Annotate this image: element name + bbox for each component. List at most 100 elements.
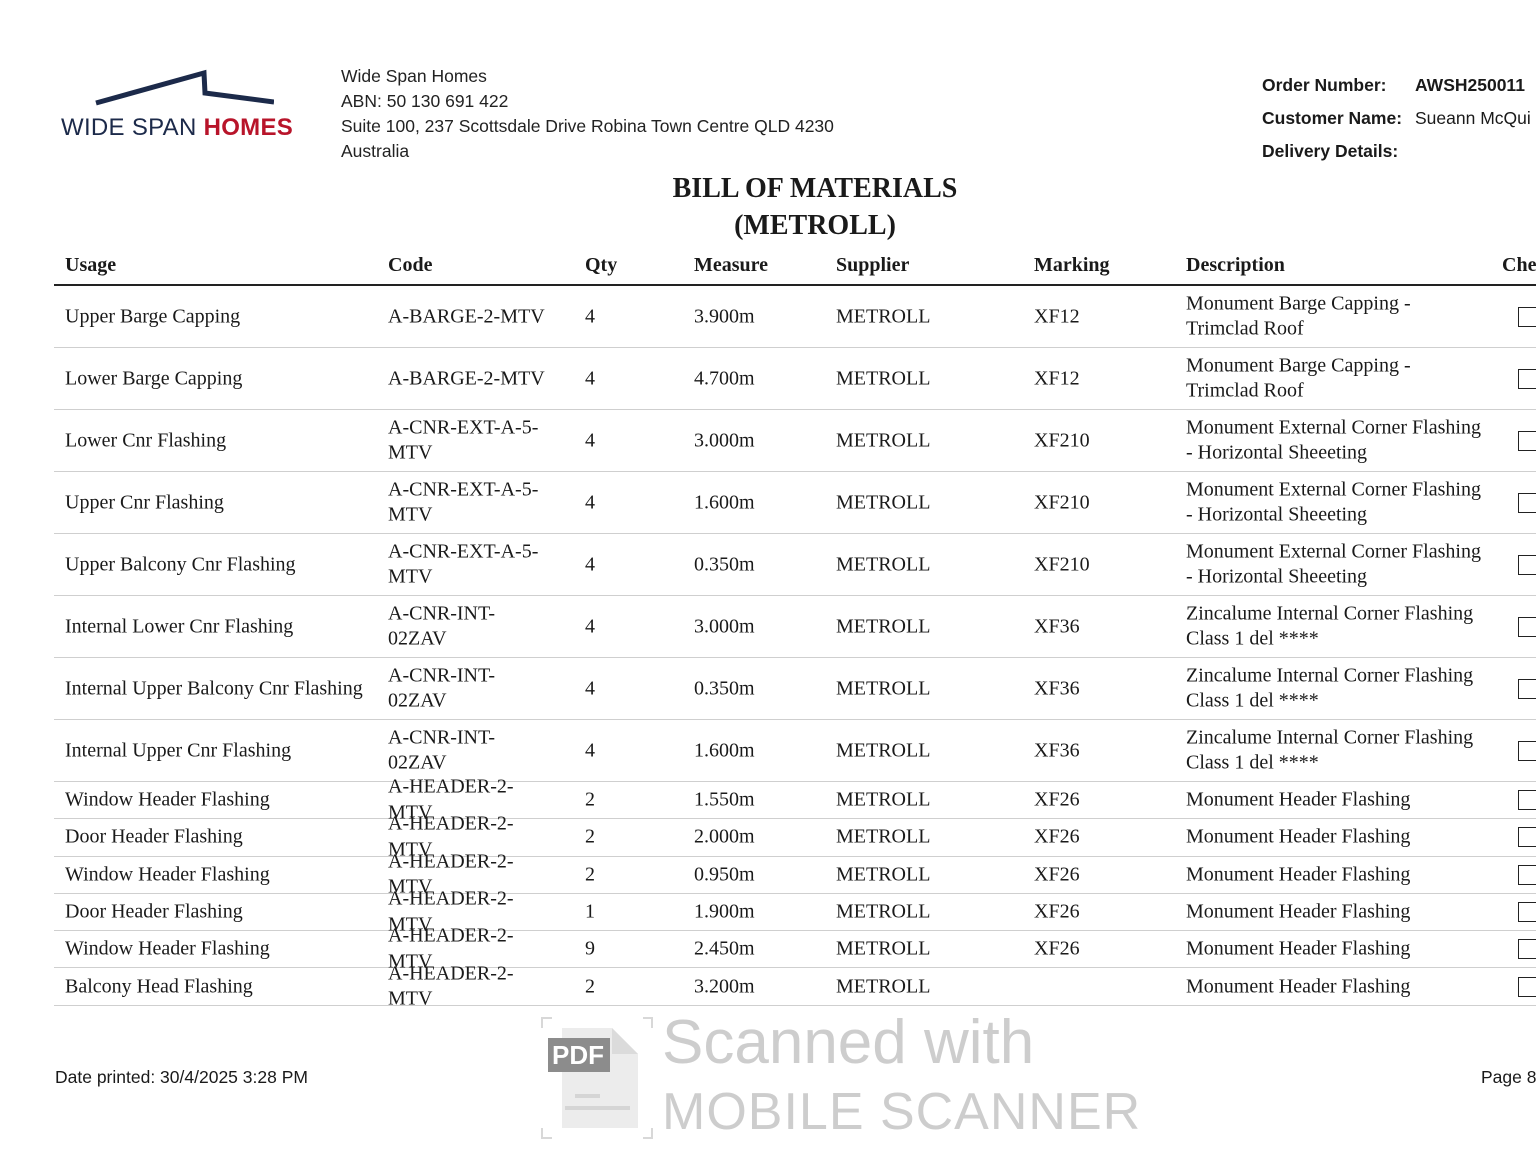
check-checkbox[interactable] bbox=[1518, 740, 1536, 761]
check-checkbox[interactable] bbox=[1518, 902, 1536, 923]
column-header-usage: Usage bbox=[65, 254, 117, 276]
pdf-file-icon: PDF bbox=[541, 1017, 653, 1139]
cell-code: A-HEADER-2-MTV bbox=[388, 887, 514, 936]
cell-code: A-HEADER-2-MTV bbox=[388, 924, 514, 973]
check-checkbox[interactable] bbox=[1518, 616, 1536, 637]
cell-qty: 4 bbox=[585, 490, 595, 513]
table-row: Door Header Flashing A-HEADER-2-MTV 2 2.000… bbox=[54, 813, 1536, 860]
cell-usage: Upper Barge Capping bbox=[65, 304, 241, 327]
scanner-watermark: PDF Scanned with MOBILE SCANNER bbox=[540, 1010, 1142, 1148]
table-row: Upper Balcony Cnr Flashing A-CNR-EXT-A-5-… bbox=[54, 534, 1536, 596]
table-row: Window Header Flashing A-HEADER-2-MTV 2 1.5… bbox=[54, 776, 1536, 823]
cell-measure: 3.900m bbox=[694, 304, 755, 327]
cell-marking: XF210 bbox=[1034, 552, 1090, 575]
cell-marking: XF210 bbox=[1034, 428, 1090, 451]
title-line-2: (METROLL) bbox=[734, 210, 896, 241]
cell-marking: XF26 bbox=[1034, 862, 1080, 885]
cell-supplier: METROLL bbox=[836, 937, 931, 960]
column-header-measure: Measure bbox=[694, 254, 769, 276]
cell-code: A-CNR-INT-02ZAV bbox=[388, 726, 496, 774]
cell-code: A-CNR-EXT-A-5-MTV bbox=[388, 540, 539, 588]
watermark-line-2: MOBILE SCANNER bbox=[662, 1083, 1142, 1141]
cell-usage: Door Header Flashing bbox=[65, 825, 243, 848]
cell-description: Zincalume Internal Corner Flashing Class… bbox=[1186, 664, 1474, 712]
delivery-details-label: Delivery Details: bbox=[1262, 141, 1399, 161]
cell-code: A-CNR-EXT-A-5-MTV bbox=[388, 416, 539, 464]
cell-description: Monument Header Flashing bbox=[1186, 862, 1411, 885]
check-checkbox[interactable] bbox=[1518, 790, 1536, 811]
cell-qty: 9 bbox=[585, 937, 595, 960]
cell-qty: 4 bbox=[585, 676, 595, 699]
company-country: Australia bbox=[341, 141, 410, 161]
logo-text-light: WIDE SPAN bbox=[61, 114, 204, 141]
check-checkbox[interactable] bbox=[1518, 492, 1536, 513]
check-checkbox[interactable] bbox=[1518, 939, 1536, 960]
check-checkbox[interactable] bbox=[1518, 976, 1536, 997]
column-header-description: Description bbox=[1186, 254, 1285, 276]
cell-code: A-HEADER-2-MTV bbox=[388, 775, 514, 824]
cell-usage: Balcony Head Flashing bbox=[65, 974, 253, 997]
cell-qty: 4 bbox=[585, 552, 595, 575]
cell-supplier: METROLL bbox=[836, 304, 931, 327]
cell-usage: Upper Cnr Flashing bbox=[65, 490, 224, 513]
company-details: Wide Span Homes ABN: 50 130 691 422 Suit… bbox=[341, 64, 834, 164]
cell-usage: Window Header Flashing bbox=[65, 788, 270, 811]
check-checkbox[interactable] bbox=[1518, 678, 1536, 699]
cell-supplier: METROLL bbox=[836, 676, 931, 699]
cell-qty: 2 bbox=[585, 974, 595, 997]
cell-measure: 0.950m bbox=[694, 862, 755, 885]
cell-marking: XF36 bbox=[1034, 614, 1080, 637]
column-header-marking: Marking bbox=[1034, 254, 1110, 276]
date-printed: Date printed: 30/4/2025 3:28 PM bbox=[55, 1067, 308, 1087]
column-header-che: Che bbox=[1502, 254, 1536, 276]
cell-description: Monument Barge Capping - Trimclad Roof bbox=[1186, 292, 1411, 340]
check-checkbox[interactable] bbox=[1518, 864, 1536, 885]
cell-measure: 1.600m bbox=[694, 738, 755, 761]
roof-icon bbox=[95, 69, 274, 106]
cell-code: A-HEADER-2-MTV bbox=[388, 812, 514, 861]
check-checkbox[interactable] bbox=[1518, 430, 1536, 451]
cell-description: Monument Barge Capping - Trimclad Roof bbox=[1186, 354, 1411, 402]
cell-code: A-CNR-INT-02ZAV bbox=[388, 602, 496, 650]
cell-marking: XF26 bbox=[1034, 788, 1080, 811]
check-checkbox[interactable] bbox=[1518, 306, 1536, 327]
table-row: Window Header Flashing A-HEADER-2-MTV 9 2.4… bbox=[54, 925, 1536, 972]
cell-description: Zincalume Internal Corner Flashing Class… bbox=[1186, 602, 1474, 650]
cell-usage: Internal Upper Cnr Flashing bbox=[65, 738, 292, 761]
cell-description: Monument Header Flashing bbox=[1186, 937, 1411, 960]
title-line-1: BILL OF MATERIALS bbox=[672, 173, 958, 204]
check-checkbox[interactable] bbox=[1518, 554, 1536, 575]
table-row: Internal Upper Balcony Cnr Flashing A-CNR… bbox=[54, 658, 1536, 720]
cell-qty: 2 bbox=[585, 788, 595, 811]
cell-supplier: METROLL bbox=[836, 738, 931, 761]
cell-qty: 4 bbox=[585, 738, 595, 761]
cell-supplier: METROLL bbox=[836, 428, 931, 451]
cell-description: Zincalume Internal Corner Flashing Class… bbox=[1186, 726, 1474, 774]
cell-supplier: METROLL bbox=[836, 490, 931, 513]
cell-supplier: METROLL bbox=[836, 366, 931, 389]
check-checkbox[interactable] bbox=[1518, 368, 1536, 389]
company-abn: ABN: 50 130 691 422 bbox=[341, 91, 509, 111]
cell-usage: Window Header Flashing bbox=[65, 937, 270, 960]
column-header-supplier: Supplier bbox=[836, 254, 910, 276]
table-row: Upper Barge Capping A-BARGE-2-MTV 4 3.900m M… bbox=[54, 286, 1536, 348]
cell-measure: 1.900m bbox=[694, 900, 755, 923]
cell-usage: Internal Upper Balcony Cnr Flashing bbox=[65, 676, 363, 699]
cell-description: Monument Header Flashing bbox=[1186, 974, 1411, 997]
cell-measure: 0.350m bbox=[694, 552, 755, 575]
cell-supplier: METROLL bbox=[836, 974, 931, 997]
cell-code: A-HEADER-2-MTV bbox=[388, 850, 514, 898]
cell-usage: Upper Balcony Cnr Flashing bbox=[65, 552, 296, 575]
cell-supplier: METROLL bbox=[836, 788, 931, 811]
order-info: Order Number: AWSH250011 Customer Name: Su… bbox=[1262, 69, 1531, 168]
cell-description: Monument Header Flashing bbox=[1186, 788, 1411, 811]
cell-marking: XF36 bbox=[1034, 676, 1080, 699]
cell-qty: 4 bbox=[585, 614, 595, 637]
cell-supplier: METROLL bbox=[836, 900, 931, 923]
cell-marking: XF26 bbox=[1034, 825, 1080, 848]
cell-measure: 3.200m bbox=[694, 974, 755, 997]
cell-measure: 4.700m bbox=[694, 366, 755, 389]
order-number: AWSH250011 bbox=[1415, 75, 1525, 95]
cell-usage: Internal Lower Cnr Flashing bbox=[65, 614, 294, 637]
check-checkbox[interactable] bbox=[1518, 827, 1536, 848]
